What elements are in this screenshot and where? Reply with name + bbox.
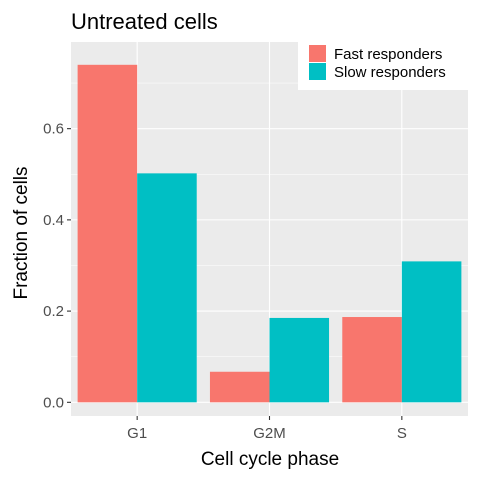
y-axis-ticks: 0.0 0.2 0.4 0.6 (43, 121, 71, 411)
y-tick-label: 0.2 (43, 303, 64, 320)
x-tick-label: G2M (253, 425, 286, 442)
y-tick-label: 0.4 (43, 212, 64, 229)
x-tick-label: S (397, 425, 407, 442)
bars (77, 64, 462, 403)
x-axis-title: Cell cycle phase (201, 449, 339, 470)
legend-key (309, 45, 326, 62)
x-tick-label: G1 (127, 425, 147, 442)
bar (269, 317, 330, 403)
legend-label: Slow responders (334, 64, 446, 81)
y-tick-label: 0.0 (43, 394, 64, 411)
bar (342, 317, 402, 403)
bar (209, 371, 270, 403)
legend-background (298, 40, 480, 90)
chart-title: Untreated cells (71, 9, 218, 34)
bar (77, 64, 138, 403)
x-axis-ticks: G1 G2M S (127, 416, 407, 442)
bar (137, 173, 197, 403)
y-axis-title: Fraction of cells (11, 166, 32, 299)
y-tick-label: 0.6 (43, 121, 64, 138)
legend-key (309, 63, 326, 80)
legend-label: Fast responders (334, 46, 442, 63)
bar (401, 261, 462, 403)
